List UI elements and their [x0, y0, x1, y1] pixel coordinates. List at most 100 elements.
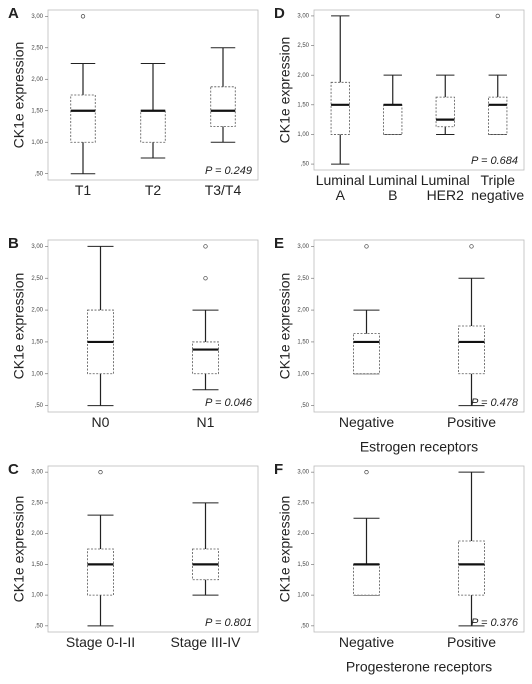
y-tick-label: 1,00	[297, 593, 309, 599]
p-value: P = 0.801	[205, 617, 252, 629]
plot-frame	[47, 239, 259, 413]
y-tick-label: 2,50	[31, 500, 43, 506]
y-tick-label: 1,50	[31, 108, 43, 114]
p-value: P = 0.376	[471, 617, 519, 629]
box	[140, 110, 166, 143]
y-tick-label: 3,00	[31, 244, 43, 250]
y-tick-label: ,50	[35, 623, 44, 629]
box	[383, 104, 403, 135]
outlier	[80, 14, 86, 19]
y-tick-label: 3,00	[31, 14, 43, 20]
x-tick-label: Stage 0-I-II	[65, 635, 136, 650]
box	[330, 81, 350, 135]
box	[353, 333, 380, 375]
box	[435, 96, 455, 128]
outlier	[203, 276, 208, 281]
x-tick-label-box: Luminal HER2	[420, 173, 470, 203]
x-tick-label: Positive	[446, 635, 497, 650]
y-tick-label: 2,00	[297, 531, 309, 537]
y-tick-label: 1,50	[31, 340, 43, 346]
outlier	[98, 469, 103, 475]
y-tick-label: 1,50	[31, 562, 43, 568]
y-tick-label: ,50	[301, 403, 310, 409]
x-tick-label: N1	[196, 415, 215, 430]
x-tick-label-box: T3/T4	[204, 183, 242, 198]
y-tick-label: ,50	[301, 623, 310, 629]
plot-frame	[47, 465, 259, 633]
x-tick-label-box: Negative	[338, 635, 395, 650]
y-tick-label: 1,50	[297, 340, 309, 346]
plot-frame	[313, 9, 525, 171]
plot-frame	[47, 9, 259, 181]
outlier	[364, 244, 369, 249]
y-axis-label: CK1e expression	[277, 496, 293, 603]
panel-label: D	[274, 5, 285, 22]
x-tick-label: Negative	[338, 635, 395, 650]
box	[458, 540, 485, 596]
y-tick-label: 1,00	[31, 593, 43, 599]
y-tick-label: 2,50	[31, 45, 43, 51]
outlier	[469, 244, 474, 249]
y-tick-label: ,50	[301, 162, 310, 168]
x-tick-label-box: Stage 0-I-II	[65, 635, 136, 650]
y-axis-label: CK1e expression	[11, 496, 27, 603]
y-tick-label: 2,50	[31, 276, 43, 282]
y-tick-label: 1,00	[31, 140, 43, 146]
panel-label: A	[8, 5, 19, 22]
y-tick-label: 1,50	[297, 562, 309, 568]
box	[70, 94, 96, 143]
box	[488, 96, 508, 135]
x-tick-label: T3/T4	[204, 183, 242, 198]
p-value: P = 0.249	[205, 165, 252, 177]
p-value: P = 0.478	[471, 397, 519, 409]
y-tick-label: 2,00	[297, 308, 309, 314]
y-tick-label: 2,00	[297, 73, 309, 79]
x-tick-label-box: T1	[74, 183, 92, 198]
x-tick-label-box: Stage III-IV	[170, 635, 241, 650]
x-tick-label: Luminal HER2	[420, 173, 470, 203]
x-tick-label: T1	[74, 183, 92, 198]
x-tick-label: Triple negative	[471, 173, 525, 203]
outlier	[364, 469, 369, 475]
y-tick-label: 3,00	[31, 470, 43, 476]
y-axis-label: CK1e expression	[277, 37, 293, 144]
outlier	[203, 244, 208, 249]
y-tick-label: 3,00	[297, 244, 309, 250]
y-tick-label: 2,00	[31, 531, 43, 537]
x-tick-label-box: N1	[196, 415, 215, 430]
y-tick-label: 3,00	[297, 470, 309, 476]
box	[192, 341, 219, 375]
x-tick-label-box: Positive	[446, 415, 497, 430]
y-tick-label: 2,50	[297, 276, 309, 282]
y-tick-label: 2,00	[31, 77, 43, 83]
x-tick-label-box: N0	[91, 415, 110, 430]
y-tick-label: 3,00	[297, 14, 309, 20]
x-tick-label: Positive	[446, 415, 497, 430]
x-axis-label: Progesterone receptors	[346, 659, 492, 675]
panel-label: C	[8, 461, 19, 478]
x-tick-label: Luminal A	[315, 173, 365, 203]
y-tick-label: 2,50	[297, 43, 309, 49]
box	[210, 86, 236, 127]
x-axis-label: Estrogen receptors	[360, 439, 478, 455]
x-tick-label: Luminal B	[368, 173, 418, 203]
x-tick-label: T2	[144, 183, 162, 198]
y-tick-label: 1,00	[31, 371, 43, 377]
plot-frame	[313, 465, 525, 633]
x-tick-label-box: Luminal B	[368, 173, 418, 203]
y-tick-label: 1,00	[297, 132, 309, 138]
box	[353, 563, 380, 596]
y-axis-label: CK1e expression	[277, 273, 293, 380]
x-tick-label-box: T2	[144, 183, 162, 198]
x-tick-label: N0	[91, 415, 110, 430]
x-tick-label: Stage III-IV	[170, 635, 241, 650]
p-value: P = 0.684	[471, 155, 518, 167]
outlier	[495, 13, 500, 19]
box	[458, 325, 485, 375]
y-tick-label: 1,00	[297, 371, 309, 377]
y-tick-label: 1,50	[297, 102, 309, 108]
panel-label: B	[8, 235, 19, 252]
plot-frame	[313, 239, 525, 413]
